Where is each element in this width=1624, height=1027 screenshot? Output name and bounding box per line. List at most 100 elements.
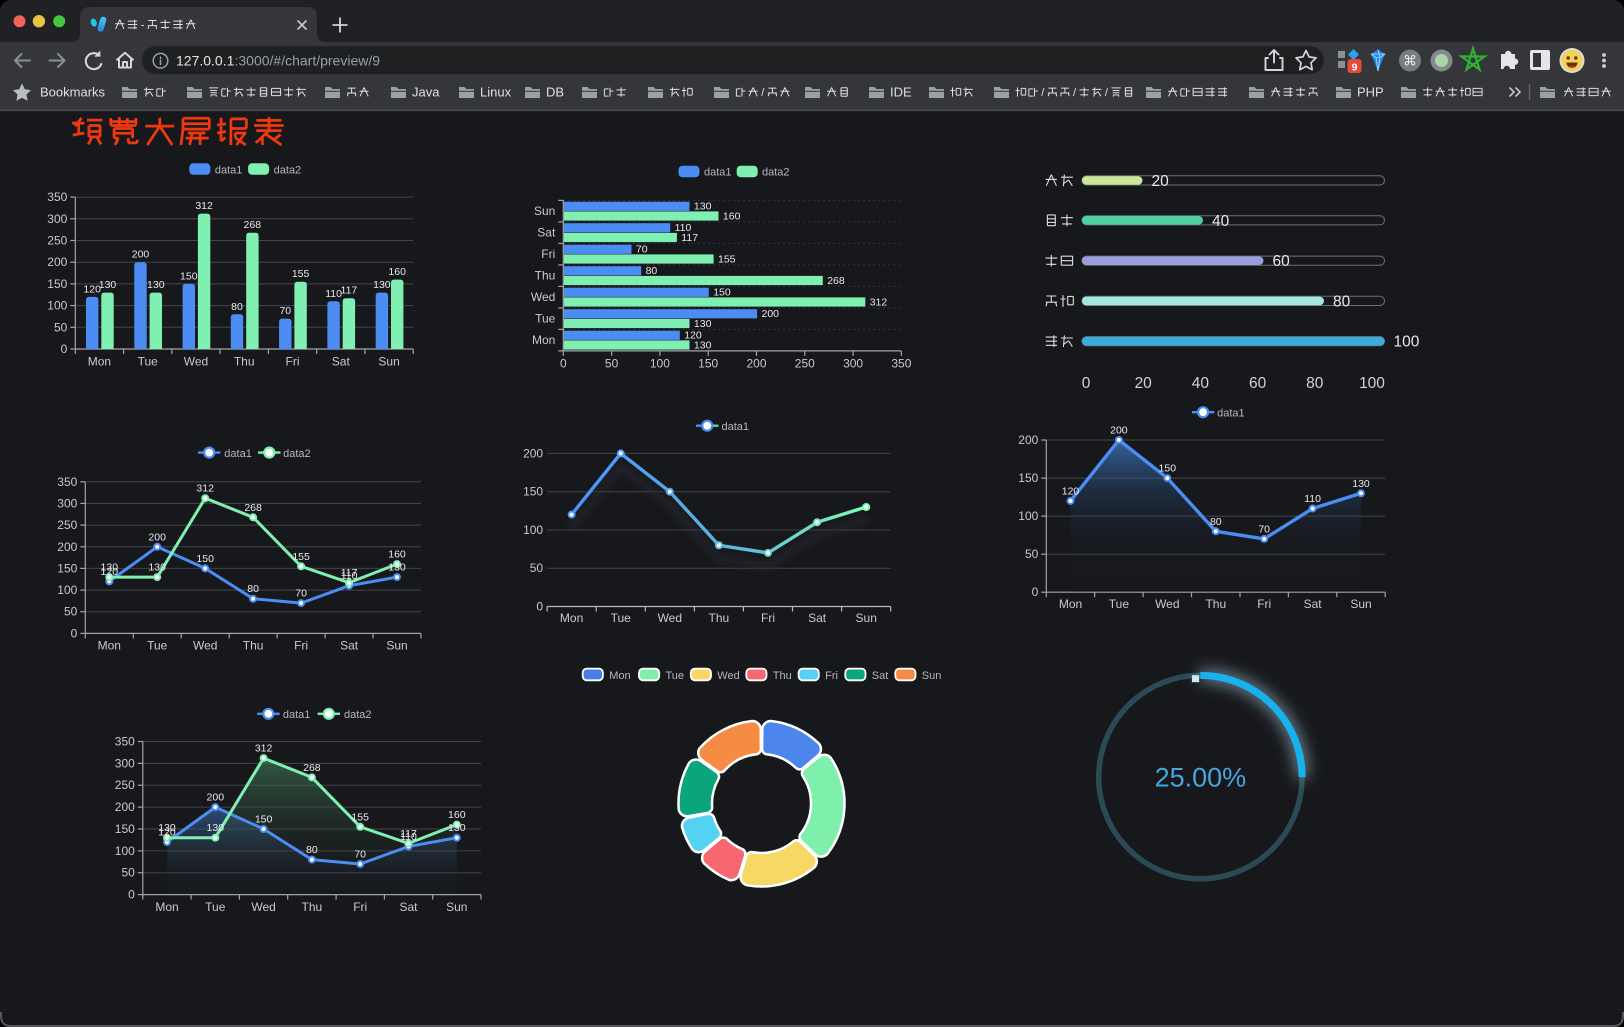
svg-text:/: / <box>1073 87 1077 99</box>
svg-text:250: 250 <box>47 234 67 248</box>
svg-text:150: 150 <box>713 287 731 299</box>
svg-text:117: 117 <box>400 828 417 840</box>
svg-text:130: 130 <box>101 562 119 574</box>
svg-text:Tue: Tue <box>611 611 632 625</box>
svg-text:312: 312 <box>255 743 273 755</box>
svg-text:Tue: Tue <box>138 355 159 369</box>
svg-text:155: 155 <box>718 253 736 265</box>
svg-text:50: 50 <box>530 561 544 575</box>
svg-text:110: 110 <box>400 831 417 843</box>
svg-text:117: 117 <box>341 285 358 297</box>
svg-text:40: 40 <box>1212 213 1230 230</box>
svg-text:20: 20 <box>1152 173 1170 190</box>
svg-text:350: 350 <box>891 357 911 371</box>
svg-text:100: 100 <box>1394 334 1420 351</box>
svg-text:Sat: Sat <box>399 900 418 914</box>
svg-text::3000/#/chart/preview/9: :3000/#/chart/preview/9 <box>235 53 381 69</box>
svg-text:Thu: Thu <box>709 611 730 625</box>
svg-text:312: 312 <box>870 296 888 308</box>
svg-text:120: 120 <box>158 827 176 839</box>
svg-text:150: 150 <box>47 277 67 291</box>
svg-text:Mon: Mon <box>1059 597 1082 611</box>
svg-text:Thu: Thu <box>535 269 556 283</box>
svg-text:160: 160 <box>723 210 741 222</box>
svg-text:200: 200 <box>132 249 150 261</box>
svg-text:data1: data1 <box>1217 407 1245 419</box>
svg-text:200: 200 <box>148 531 166 543</box>
svg-text:80: 80 <box>247 583 259 595</box>
svg-text:268: 268 <box>244 219 262 231</box>
svg-text:data1: data1 <box>283 709 311 721</box>
svg-text:Tue: Tue <box>1109 597 1130 611</box>
svg-text:300: 300 <box>843 357 863 371</box>
svg-text:200: 200 <box>762 308 780 320</box>
svg-text:160: 160 <box>388 549 406 561</box>
svg-text:50: 50 <box>605 357 619 371</box>
svg-text:150: 150 <box>698 357 718 371</box>
svg-text:0: 0 <box>128 888 135 902</box>
svg-text:Thu: Thu <box>234 355 255 369</box>
svg-text:117: 117 <box>341 567 358 579</box>
svg-text:80: 80 <box>1306 375 1324 392</box>
svg-text:250: 250 <box>115 778 135 792</box>
svg-text:100: 100 <box>47 299 67 313</box>
svg-text:130: 130 <box>694 339 712 351</box>
svg-text:70: 70 <box>636 244 648 256</box>
svg-text:268: 268 <box>827 275 845 287</box>
svg-text:110: 110 <box>675 222 692 234</box>
svg-text:40: 40 <box>1192 375 1210 392</box>
svg-text:155: 155 <box>292 268 310 280</box>
svg-text:Sun: Sun <box>386 638 407 652</box>
svg-text:70: 70 <box>279 305 291 317</box>
svg-text:Linux: Linux <box>480 85 512 100</box>
svg-text:150: 150 <box>1018 471 1038 485</box>
svg-text:50: 50 <box>64 605 78 619</box>
svg-text:Tue: Tue <box>666 670 685 682</box>
svg-text:110: 110 <box>341 570 358 582</box>
svg-text:312: 312 <box>196 483 214 495</box>
svg-text:0: 0 <box>536 600 543 614</box>
svg-text:Wed: Wed <box>1155 597 1179 611</box>
svg-text:312: 312 <box>195 200 213 212</box>
svg-text:Sun: Sun <box>922 670 942 682</box>
svg-text:25.00%: 25.00% <box>1155 763 1247 793</box>
svg-text:data1: data1 <box>224 448 252 460</box>
svg-text:130: 130 <box>1352 478 1370 490</box>
svg-text:data2: data2 <box>762 167 790 179</box>
svg-text:data1: data1 <box>722 421 750 433</box>
svg-text:110: 110 <box>325 288 342 300</box>
svg-text:100: 100 <box>57 583 77 597</box>
svg-text:70: 70 <box>354 849 366 861</box>
svg-text:80: 80 <box>1333 293 1351 310</box>
svg-text:127.0.0.1: 127.0.0.1 <box>176 53 235 69</box>
svg-text:Sun: Sun <box>446 900 467 914</box>
svg-text:9: 9 <box>1352 61 1358 73</box>
svg-text:Wed: Wed <box>193 638 217 652</box>
svg-text:Mon: Mon <box>532 333 555 347</box>
svg-text:Tue: Tue <box>205 900 226 914</box>
svg-text:PHP: PHP <box>1357 85 1384 100</box>
svg-text:Sun: Sun <box>534 204 555 218</box>
svg-text:Wed: Wed <box>184 355 208 369</box>
svg-text:Mon: Mon <box>560 611 583 625</box>
svg-text:117: 117 <box>681 232 698 244</box>
svg-text:150: 150 <box>196 553 214 565</box>
svg-text:Sat: Sat <box>872 670 889 682</box>
svg-text:Fri: Fri <box>1257 597 1271 611</box>
svg-text:120: 120 <box>684 330 702 342</box>
svg-text:350: 350 <box>57 475 77 489</box>
svg-text:200: 200 <box>47 255 67 269</box>
svg-text:0: 0 <box>1032 585 1039 599</box>
svg-text:Fri: Fri <box>353 900 367 914</box>
svg-text:data2: data2 <box>274 164 302 176</box>
svg-text:Mon: Mon <box>98 638 121 652</box>
svg-text:0: 0 <box>560 357 567 371</box>
svg-text:Tue: Tue <box>535 312 556 326</box>
svg-text:100: 100 <box>115 844 135 858</box>
svg-text:200: 200 <box>207 792 225 804</box>
svg-text:Thu: Thu <box>302 900 323 914</box>
svg-text:70: 70 <box>295 588 307 600</box>
svg-text:Wed: Wed <box>251 900 275 914</box>
svg-text:250: 250 <box>795 357 815 371</box>
svg-text:Fri: Fri <box>541 247 555 261</box>
